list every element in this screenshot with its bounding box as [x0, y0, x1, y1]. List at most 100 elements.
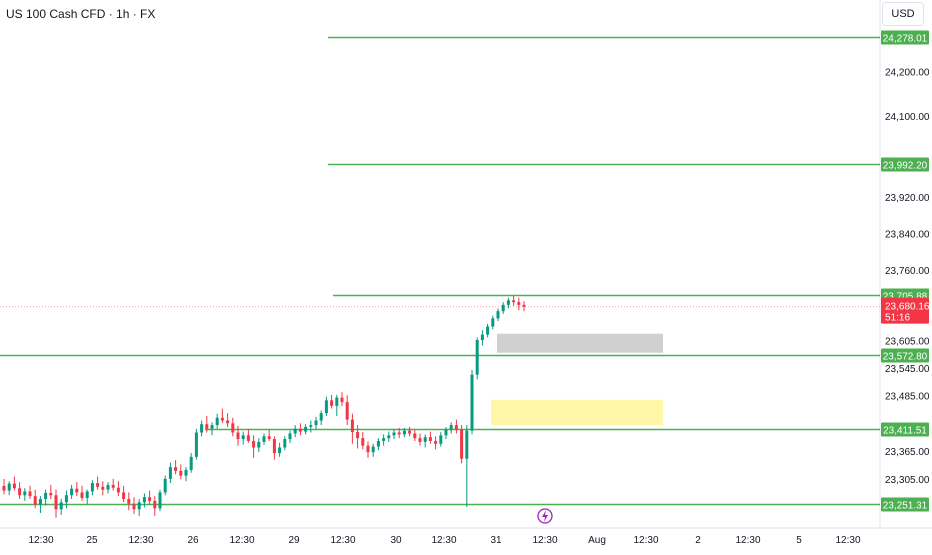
candle-body[interactable]	[226, 420, 230, 424]
candle-body[interactable]	[163, 478, 167, 493]
candle-body[interactable]	[392, 432, 396, 436]
candle-body[interactable]	[158, 492, 162, 509]
candle-body[interactable]	[137, 502, 141, 510]
candle-body[interactable]	[371, 446, 375, 453]
candle-body[interactable]	[44, 492, 48, 499]
candle-body[interactable]	[80, 492, 84, 499]
candle-body[interactable]	[428, 437, 432, 441]
candle-body[interactable]	[33, 496, 37, 505]
candle-body[interactable]	[23, 491, 27, 496]
candle-body[interactable]	[111, 484, 115, 488]
candle-body[interactable]	[512, 300, 516, 303]
candle-body[interactable]	[90, 483, 94, 492]
candle-body[interactable]	[465, 430, 469, 459]
candle-body[interactable]	[179, 470, 183, 476]
candle-body[interactable]	[12, 483, 16, 489]
candle-body[interactable]	[350, 419, 354, 433]
candle-body[interactable]	[387, 435, 391, 439]
demand-zone[interactable]	[491, 399, 663, 426]
candle-body[interactable]	[236, 432, 240, 440]
candle-body[interactable]	[168, 467, 172, 479]
candle-body[interactable]	[278, 447, 282, 454]
candle-body[interactable]	[49, 492, 53, 496]
candle-body[interactable]	[184, 469, 188, 476]
candle-body[interactable]	[205, 424, 209, 429]
candle-body[interactable]	[70, 488, 74, 496]
candle-body[interactable]	[501, 304, 505, 312]
candle-body[interactable]	[486, 326, 490, 335]
candle-body[interactable]	[252, 440, 256, 448]
candle-body[interactable]	[101, 486, 105, 490]
candle-body[interactable]	[382, 438, 386, 441]
candle-body[interactable]	[418, 438, 422, 442]
candle-body[interactable]	[122, 492, 126, 499]
candle-body[interactable]	[142, 497, 146, 503]
candle-body[interactable]	[59, 502, 63, 510]
candle-body[interactable]	[231, 423, 235, 433]
candle-body[interactable]	[454, 425, 458, 430]
candle-body[interactable]	[475, 340, 479, 375]
candle-body[interactable]	[106, 484, 110, 490]
candle-body[interactable]	[288, 433, 292, 440]
candle-body[interactable]	[402, 430, 406, 435]
candle-body[interactable]	[148, 497, 152, 501]
candle-body[interactable]	[210, 425, 214, 429]
candle-body[interactable]	[200, 424, 204, 433]
candle-body[interactable]	[189, 456, 193, 470]
supply-zone[interactable]	[497, 333, 663, 353]
candle-body[interactable]	[470, 374, 474, 431]
candle-body[interactable]	[127, 498, 131, 504]
candle-body[interactable]	[257, 441, 261, 448]
candle-body[interactable]	[376, 440, 380, 447]
candle-body[interactable]	[194, 432, 198, 457]
candle-body[interactable]	[116, 487, 120, 493]
candle-body[interactable]	[449, 425, 453, 430]
candle-body[interactable]	[2, 485, 6, 491]
candle-body[interactable]	[496, 311, 500, 319]
candle-body[interactable]	[267, 436, 271, 440]
candle-body[interactable]	[340, 397, 344, 403]
candle-body[interactable]	[361, 438, 365, 446]
candle-body[interactable]	[397, 432, 401, 435]
candle-body[interactable]	[423, 437, 427, 442]
candle-body[interactable]	[153, 500, 157, 509]
candle-body[interactable]	[460, 429, 464, 459]
candle-body[interactable]	[298, 428, 302, 432]
candle-body[interactable]	[356, 432, 360, 439]
candle-body[interactable]	[330, 400, 334, 406]
candle-body[interactable]	[408, 430, 412, 434]
candle-body[interactable]	[7, 483, 11, 491]
candle-body[interactable]	[324, 400, 328, 414]
candle-body[interactable]	[345, 402, 349, 420]
candle-body[interactable]	[491, 318, 495, 327]
currency-button[interactable]: USD	[882, 2, 924, 26]
candle-body[interactable]	[174, 467, 178, 471]
candle-body[interactable]	[215, 417, 219, 426]
candle-body[interactable]	[439, 435, 443, 444]
candle-body[interactable]	[444, 429, 448, 436]
candle-body[interactable]	[54, 495, 58, 510]
candle-body[interactable]	[517, 302, 521, 305]
candle-body[interactable]	[38, 498, 42, 505]
candle-body[interactable]	[283, 439, 287, 448]
candle-body[interactable]	[85, 491, 89, 499]
candle-body[interactable]	[18, 488, 22, 496]
candle-body[interactable]	[293, 428, 297, 434]
candle-body[interactable]	[272, 439, 276, 454]
candle-body[interactable]	[241, 435, 245, 440]
candle-body[interactable]	[132, 503, 136, 510]
candle-body[interactable]	[522, 304, 526, 307]
candle-body[interactable]	[304, 426, 308, 432]
candle-body[interactable]	[262, 436, 266, 442]
candle-body[interactable]	[246, 435, 250, 441]
candle-body[interactable]	[75, 488, 79, 493]
candle-body[interactable]	[64, 495, 68, 503]
candle-body[interactable]	[319, 413, 323, 421]
candle-body[interactable]	[506, 300, 510, 305]
candle-body[interactable]	[413, 433, 417, 439]
candle-body[interactable]	[480, 334, 484, 341]
candle-body[interactable]	[220, 417, 224, 421]
candle-body[interactable]	[309, 425, 313, 427]
